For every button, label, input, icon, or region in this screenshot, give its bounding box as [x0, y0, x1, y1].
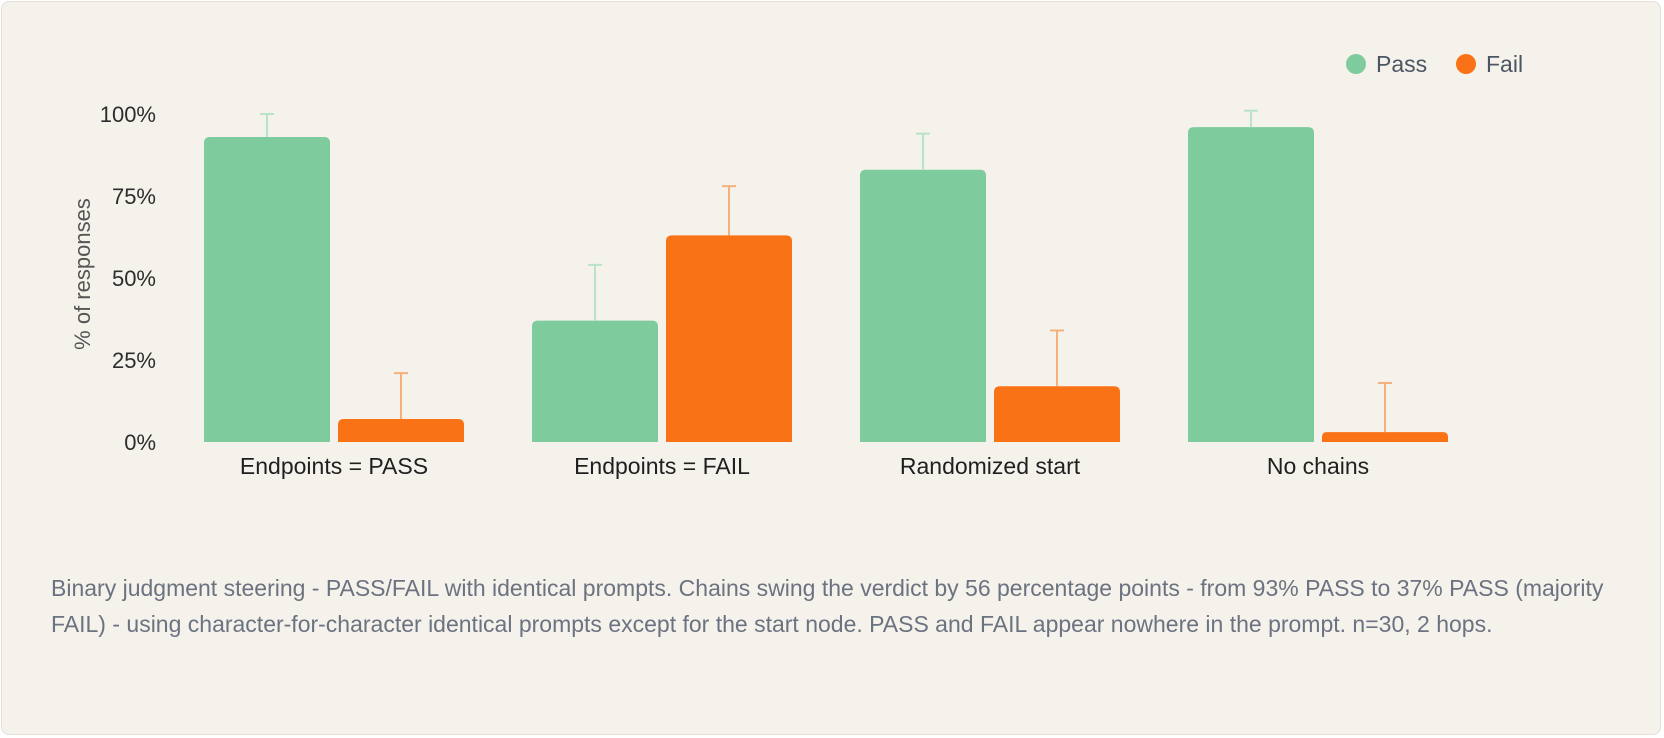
- y-tick-label: 25%: [112, 348, 156, 373]
- bar-pass: [1188, 127, 1314, 443]
- x-category-label: Randomized start: [900, 453, 1081, 479]
- bar-pass: [860, 169, 986, 442]
- bar-fail: [994, 386, 1120, 442]
- y-tick-label: 0%: [124, 430, 156, 455]
- y-tick-label: 50%: [112, 266, 156, 291]
- bar-chart: % of responses 0% 25% 50% 75% 100% Endpoints =…: [70, 51, 1523, 479]
- bar-pass: [532, 320, 658, 442]
- bar-pass: [204, 136, 330, 442]
- legend-label-pass: Pass: [1376, 51, 1427, 77]
- bar-fail: [666, 235, 792, 442]
- bar-fail: [338, 419, 464, 442]
- x-category-label: Endpoints = PASS: [240, 453, 428, 479]
- bar-fail: [1322, 432, 1448, 442]
- y-tick-label: 75%: [112, 184, 156, 209]
- y-axis-title: % of responses: [70, 198, 95, 350]
- x-category-label: No chains: [1267, 453, 1369, 479]
- legend-swatch-fail: [1456, 54, 1476, 74]
- chart-caption: Binary judgment steering - PASS/FAIL wit…: [51, 575, 1604, 637]
- x-category-label: Endpoints = FAIL: [574, 453, 750, 479]
- y-tick-label: 100%: [100, 102, 156, 127]
- legend-label-fail: Fail: [1486, 51, 1523, 77]
- legend-swatch-pass: [1346, 54, 1366, 74]
